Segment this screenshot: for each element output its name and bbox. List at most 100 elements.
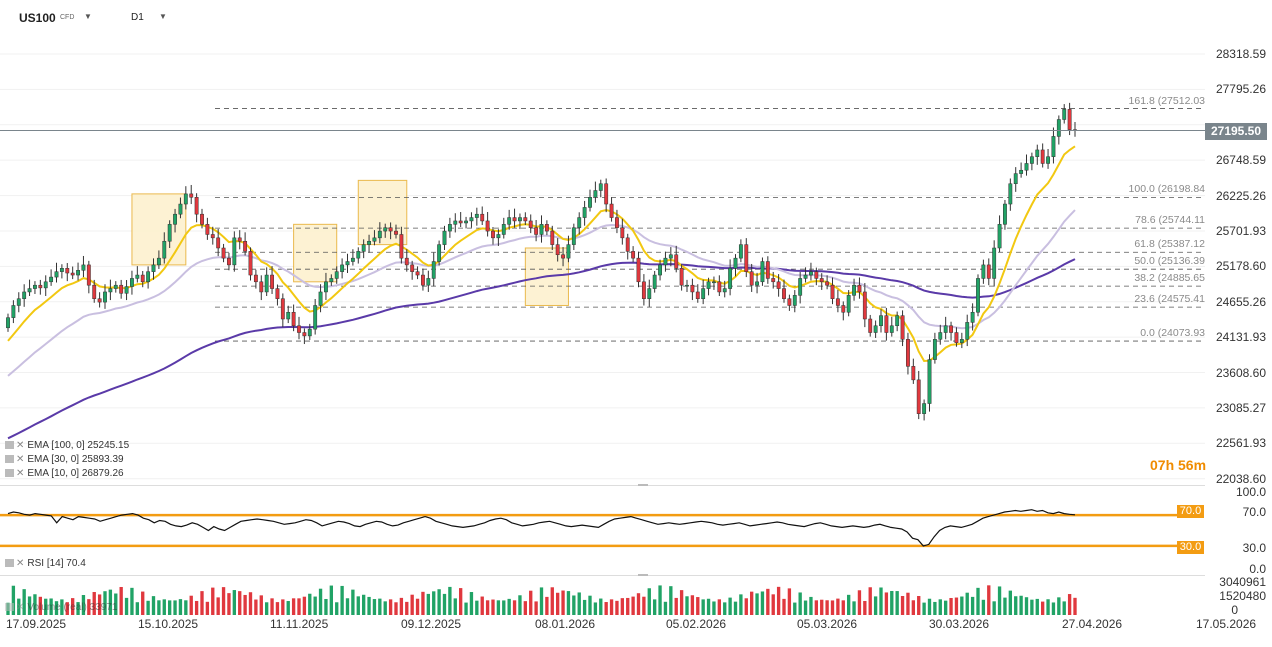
settings-icon[interactable] <box>5 469 14 477</box>
candle-body[interactable] <box>706 281 711 289</box>
candle-body[interactable] <box>544 224 549 232</box>
candle-body[interactable] <box>900 315 905 340</box>
candle-body[interactable] <box>631 251 636 259</box>
candle-body[interactable] <box>792 295 797 306</box>
candle-body[interactable] <box>841 305 846 313</box>
candle-body[interactable] <box>167 224 172 242</box>
candle-body[interactable] <box>350 257 355 262</box>
candle-body[interactable] <box>884 315 889 333</box>
candle-body[interactable] <box>485 220 490 232</box>
candle-body[interactable] <box>227 257 231 266</box>
candle-body[interactable] <box>205 224 210 235</box>
candle-body[interactable] <box>264 274 269 293</box>
candle-body[interactable] <box>1056 119 1061 137</box>
candle-body[interactable] <box>825 281 830 286</box>
candle-body[interactable] <box>986 264 991 279</box>
chevron-down-icon[interactable]: ▼ <box>84 12 92 21</box>
candle-body[interactable] <box>776 281 781 289</box>
candle-body[interactable] <box>738 244 743 259</box>
candle-body[interactable] <box>512 217 517 222</box>
candle-body[interactable] <box>1029 156 1034 164</box>
candle-body[interactable] <box>566 244 571 259</box>
candle-body[interactable] <box>253 274 258 283</box>
candle-body[interactable] <box>6 317 10 329</box>
candle-body[interactable] <box>156 257 161 266</box>
candle-body[interactable] <box>334 271 339 279</box>
candle-body[interactable] <box>318 291 323 306</box>
candle-body[interactable] <box>162 240 167 259</box>
candle-body[interactable] <box>539 224 544 235</box>
candle-body[interactable] <box>151 264 156 272</box>
candle-body[interactable] <box>437 244 442 262</box>
candle-body[interactable] <box>625 237 630 252</box>
candle-body[interactable] <box>976 278 980 313</box>
pattern-box[interactable] <box>357 179 408 246</box>
candle-body[interactable] <box>555 244 560 256</box>
candle-body[interactable] <box>113 284 118 289</box>
candle-body[interactable] <box>582 207 587 218</box>
timeframe-selector[interactable]: D1 <box>131 12 144 23</box>
candle-body[interactable] <box>755 281 759 286</box>
candle-body[interactable] <box>916 379 921 414</box>
candle-body[interactable] <box>771 278 776 283</box>
candle-body[interactable] <box>1040 149 1045 164</box>
candle-body[interactable] <box>641 281 646 299</box>
candle-body[interactable] <box>248 251 253 276</box>
candle-body[interactable] <box>685 284 689 287</box>
candle-body[interactable] <box>130 278 134 287</box>
candle-body[interactable] <box>879 315 883 327</box>
legend-ema100[interactable]: ✕ EMA [100, 0] 25245.15 <box>5 440 129 451</box>
candle-body[interactable] <box>550 230 555 245</box>
candle-body[interactable] <box>981 264 986 279</box>
candle-body[interactable] <box>959 339 964 343</box>
candle-body[interactable] <box>135 274 140 279</box>
close-icon[interactable]: ✕ <box>16 440 25 451</box>
candle-body[interactable] <box>43 281 48 289</box>
settings-icon[interactable] <box>5 559 14 567</box>
candle-body[interactable] <box>16 298 21 306</box>
candle-body[interactable] <box>108 288 113 293</box>
legend-ema30[interactable]: ✕ EMA [30, 0] 25893.39 <box>5 454 124 465</box>
candle-body[interactable] <box>291 311 296 327</box>
candle-body[interactable] <box>868 318 873 333</box>
candle-body[interactable] <box>954 332 959 343</box>
candle-body[interactable] <box>307 328 312 337</box>
candle-body[interactable] <box>377 230 382 239</box>
candle-body[interactable] <box>534 227 539 235</box>
candle-body[interactable] <box>561 254 565 259</box>
candle-body[interactable] <box>431 261 436 279</box>
candle-body[interactable] <box>1062 109 1067 120</box>
candle-body[interactable] <box>695 291 700 299</box>
candle-body[interactable] <box>932 339 937 360</box>
candle-body[interactable] <box>232 237 237 266</box>
candle-body[interactable] <box>194 197 199 215</box>
candle-body[interactable] <box>27 288 32 293</box>
candle-body[interactable] <box>415 271 420 276</box>
candle-body[interactable] <box>86 264 91 286</box>
candle-body[interactable] <box>103 291 107 303</box>
candle-body[interactable] <box>49 276 54 283</box>
candle-body[interactable] <box>809 271 813 276</box>
close-icon[interactable]: ✕ <box>16 558 25 569</box>
candle-body[interactable] <box>404 257 409 266</box>
candle-body[interactable] <box>760 261 765 283</box>
candle-body[interactable] <box>857 284 862 293</box>
candle-body[interactable] <box>216 237 221 249</box>
candle-body[interactable] <box>1008 183 1013 205</box>
candle-body[interactable] <box>663 257 668 266</box>
candle-body[interactable] <box>372 237 377 242</box>
candle-body[interactable] <box>717 281 722 293</box>
pattern-box[interactable] <box>293 223 338 283</box>
candle-body[interactable] <box>1019 169 1024 174</box>
candle-body[interactable] <box>615 217 619 228</box>
candle-body[interactable] <box>65 268 70 274</box>
candle-body[interactable] <box>146 271 151 283</box>
chevron-down-icon[interactable]: ▼ <box>159 12 167 21</box>
candle-body[interactable] <box>620 227 625 239</box>
candle-body[interactable] <box>270 274 274 289</box>
candle-body[interactable] <box>501 224 506 235</box>
candle-body[interactable] <box>782 288 786 299</box>
candle-body[interactable] <box>911 366 916 381</box>
candle-body[interactable] <box>237 237 242 242</box>
